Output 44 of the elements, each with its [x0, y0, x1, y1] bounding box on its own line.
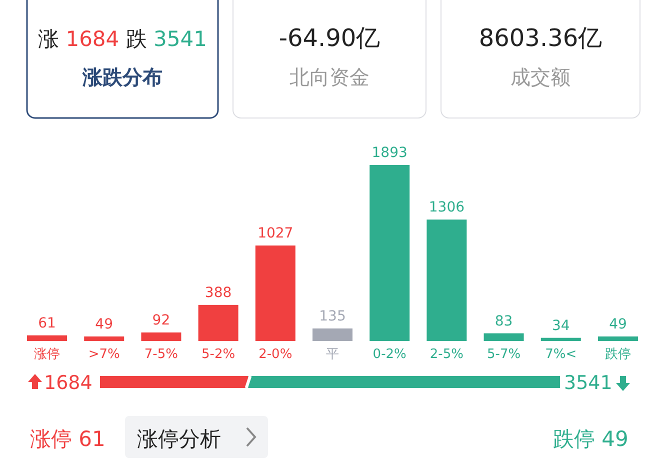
text: -64.90亿	[278, 24, 380, 52]
bar	[198, 304, 238, 341]
x-tick-label: 涨停	[34, 347, 60, 362]
bar	[255, 246, 296, 341]
text: 涨跌分布	[82, 65, 162, 89]
x-tick-label: 7-5%	[144, 347, 178, 362]
data-label: 3541	[564, 372, 612, 394]
data-label: 83	[494, 313, 513, 330]
data-label: 1027	[258, 226, 294, 242]
bar	[141, 332, 182, 341]
text: 涨停 61	[30, 427, 106, 451]
text: 北向资金	[290, 65, 370, 89]
data-label: 1306	[428, 200, 465, 216]
x-tick-label: 跌停	[605, 347, 631, 362]
text: 涨 1684 跌 3541	[38, 27, 207, 51]
data-label: 61	[38, 315, 56, 332]
bar	[540, 338, 581, 341]
text: 涨停分析	[137, 427, 221, 451]
data-label: 135	[319, 308, 346, 324]
x-tick-label: 0-2%	[372, 347, 406, 362]
data-label: 34	[552, 318, 570, 334]
text: 成交额	[510, 65, 570, 89]
data-label: 1684	[44, 372, 92, 394]
data-label: 49	[95, 316, 114, 332]
data-label: 92	[152, 312, 170, 328]
x-tick-label: 7%<	[545, 347, 577, 362]
bar	[312, 328, 352, 341]
data-label: 388	[204, 284, 232, 301]
x-tick-label: 平	[326, 347, 339, 362]
x-tick-label: 5-2%	[202, 347, 236, 362]
bar	[27, 335, 67, 341]
bar	[484, 333, 524, 341]
text: 8603.36亿	[478, 24, 602, 52]
x-tick-label: 2-0%	[258, 347, 292, 362]
bar	[84, 336, 124, 341]
x-tick-label: 2-5%	[430, 347, 464, 362]
bar	[598, 336, 638, 341]
text: 跌停 49	[553, 427, 628, 451]
bar	[370, 165, 410, 341]
data-label: 49	[609, 316, 627, 332]
x-tick-label: >7%	[88, 347, 120, 362]
bar	[426, 220, 467, 341]
data-label: 1893	[372, 145, 408, 161]
x-tick-label: 5-7%	[487, 347, 521, 362]
